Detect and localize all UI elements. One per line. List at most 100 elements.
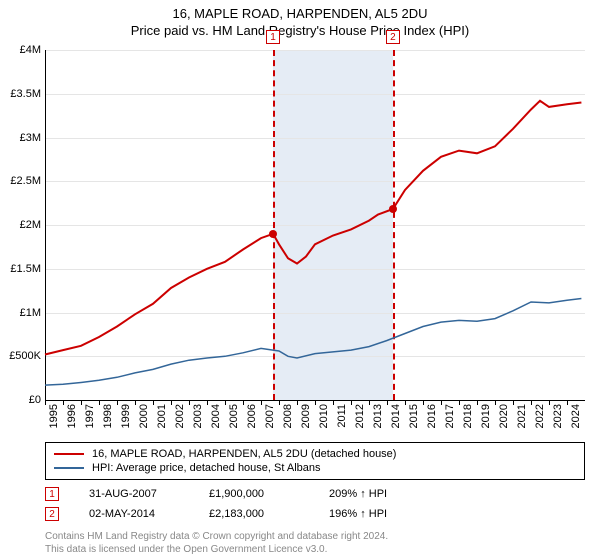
x-axis-label: 2004 [210, 404, 222, 428]
x-tick [261, 400, 262, 405]
marker-date: 31-AUG-2007 [89, 488, 179, 500]
x-axis-label: 1996 [66, 404, 78, 428]
x-tick [81, 400, 82, 405]
y-axis-label: £500K [9, 350, 41, 362]
x-axis-label: 2019 [480, 404, 492, 428]
x-tick [171, 400, 172, 405]
x-tick [207, 400, 208, 405]
y-axis-label: £3M [20, 132, 41, 144]
attribution-line2: This data is licensed under the Open Gov… [45, 543, 585, 556]
x-axis-label: 2006 [246, 404, 258, 428]
x-tick [351, 400, 352, 405]
y-axis-label: £1.5M [10, 263, 41, 275]
y-axis-label: £4M [20, 44, 41, 56]
x-axis-label: 2003 [192, 404, 204, 428]
marker-table-row: 2 02-MAY-2014 £2,183,000 196% ↑ HPI [45, 504, 585, 524]
x-tick [117, 400, 118, 405]
marker-price: £1,900,000 [209, 488, 299, 500]
marker-badge: 2 [386, 30, 400, 44]
x-tick [135, 400, 136, 405]
x-tick [243, 400, 244, 405]
x-axis-label: 2014 [390, 404, 402, 428]
legend-row: 16, MAPLE ROAD, HARPENDEN, AL5 2DU (deta… [54, 447, 576, 461]
marker-table: 1 31-AUG-2007 £1,900,000 209% ↑ HPI 2 02-MAY-… [45, 484, 585, 524]
marker-point [389, 205, 397, 213]
x-tick [153, 400, 154, 405]
y-axis-label: £3.5M [10, 88, 41, 100]
legend-row: HPI: Average price, detached house, St A… [54, 461, 576, 475]
x-axis-label: 2009 [300, 404, 312, 428]
x-axis-label: 2024 [570, 404, 582, 428]
x-axis-label: 2008 [282, 404, 294, 428]
x-axis-label: 2011 [336, 404, 348, 428]
x-tick [513, 400, 514, 405]
x-axis-label: 2022 [534, 404, 546, 428]
x-axis-label: 2021 [516, 404, 528, 428]
x-tick [333, 400, 334, 405]
chart-title-block: 16, MAPLE ROAD, HARPENDEN, AL5 2DU Price… [0, 0, 600, 38]
x-axis-label: 2020 [498, 404, 510, 428]
x-tick [225, 400, 226, 405]
chart-title-sub: Price paid vs. HM Land Registry's House … [0, 23, 600, 38]
x-tick [477, 400, 478, 405]
x-axis-label: 2007 [264, 404, 276, 428]
x-tick [315, 400, 316, 405]
x-tick [297, 400, 298, 405]
marker-point [269, 230, 277, 238]
legend: 16, MAPLE ROAD, HARPENDEN, AL5 2DU (deta… [45, 442, 585, 480]
marker-hpi: 209% ↑ HPI [329, 488, 419, 500]
x-axis-label: 2017 [444, 404, 456, 428]
price-chart: £0£500K£1M£1.5M£2M£2.5M£3M£3.5M£4M199519… [45, 50, 585, 400]
x-tick [99, 400, 100, 405]
chart-title-main: 16, MAPLE ROAD, HARPENDEN, AL5 2DU [0, 6, 600, 21]
x-tick [189, 400, 190, 405]
x-axis-label: 1999 [120, 404, 132, 428]
x-tick [279, 400, 280, 405]
marker-price: £2,183,000 [209, 508, 299, 520]
y-axis-label: £1M [20, 307, 41, 319]
x-axis-label: 2012 [354, 404, 366, 428]
x-axis-label: 2015 [408, 404, 420, 428]
x-axis-label: 2001 [156, 404, 168, 428]
marker-date: 02-MAY-2014 [89, 508, 179, 520]
x-tick [45, 400, 46, 405]
marker-table-row: 1 31-AUG-2007 £1,900,000 209% ↑ HPI [45, 484, 585, 504]
x-axis-label: 1998 [102, 404, 114, 428]
x-tick [63, 400, 64, 405]
legend-label: 16, MAPLE ROAD, HARPENDEN, AL5 2DU (deta… [92, 448, 396, 460]
x-axis-label: 1995 [48, 404, 60, 428]
legend-swatch [54, 467, 84, 469]
x-axis-label: 2000 [138, 404, 150, 428]
x-axis-label: 2016 [426, 404, 438, 428]
marker-badge: 2 [45, 507, 59, 521]
marker-hpi: 196% ↑ HPI [329, 508, 419, 520]
y-axis-label: £2.5M [10, 175, 41, 187]
attribution: Contains HM Land Registry data © Crown c… [45, 530, 585, 556]
series-hpi [45, 299, 581, 386]
legend-label: HPI: Average price, detached house, St A… [92, 462, 321, 474]
x-axis-label: 2005 [228, 404, 240, 428]
attribution-line1: Contains HM Land Registry data © Crown c… [45, 530, 585, 543]
x-tick [549, 400, 550, 405]
x-axis-label: 2010 [318, 404, 330, 428]
x-tick [405, 400, 406, 405]
chart-lines [45, 50, 585, 400]
x-axis-label: 2023 [552, 404, 564, 428]
marker-badge: 1 [266, 30, 280, 44]
x-tick [423, 400, 424, 405]
x-tick [495, 400, 496, 405]
x-axis-label: 2013 [372, 404, 384, 428]
x-axis-label: 2002 [174, 404, 186, 428]
x-axis-label: 2018 [462, 404, 474, 428]
x-tick [459, 400, 460, 405]
legend-swatch [54, 453, 84, 455]
y-axis-label: £2M [20, 219, 41, 231]
x-tick [441, 400, 442, 405]
y-axis-label: £0 [29, 394, 41, 406]
marker-badge: 1 [45, 487, 59, 501]
x-tick [531, 400, 532, 405]
x-tick [369, 400, 370, 405]
x-axis-label: 1997 [84, 404, 96, 428]
x-tick [387, 400, 388, 405]
x-tick [567, 400, 568, 405]
